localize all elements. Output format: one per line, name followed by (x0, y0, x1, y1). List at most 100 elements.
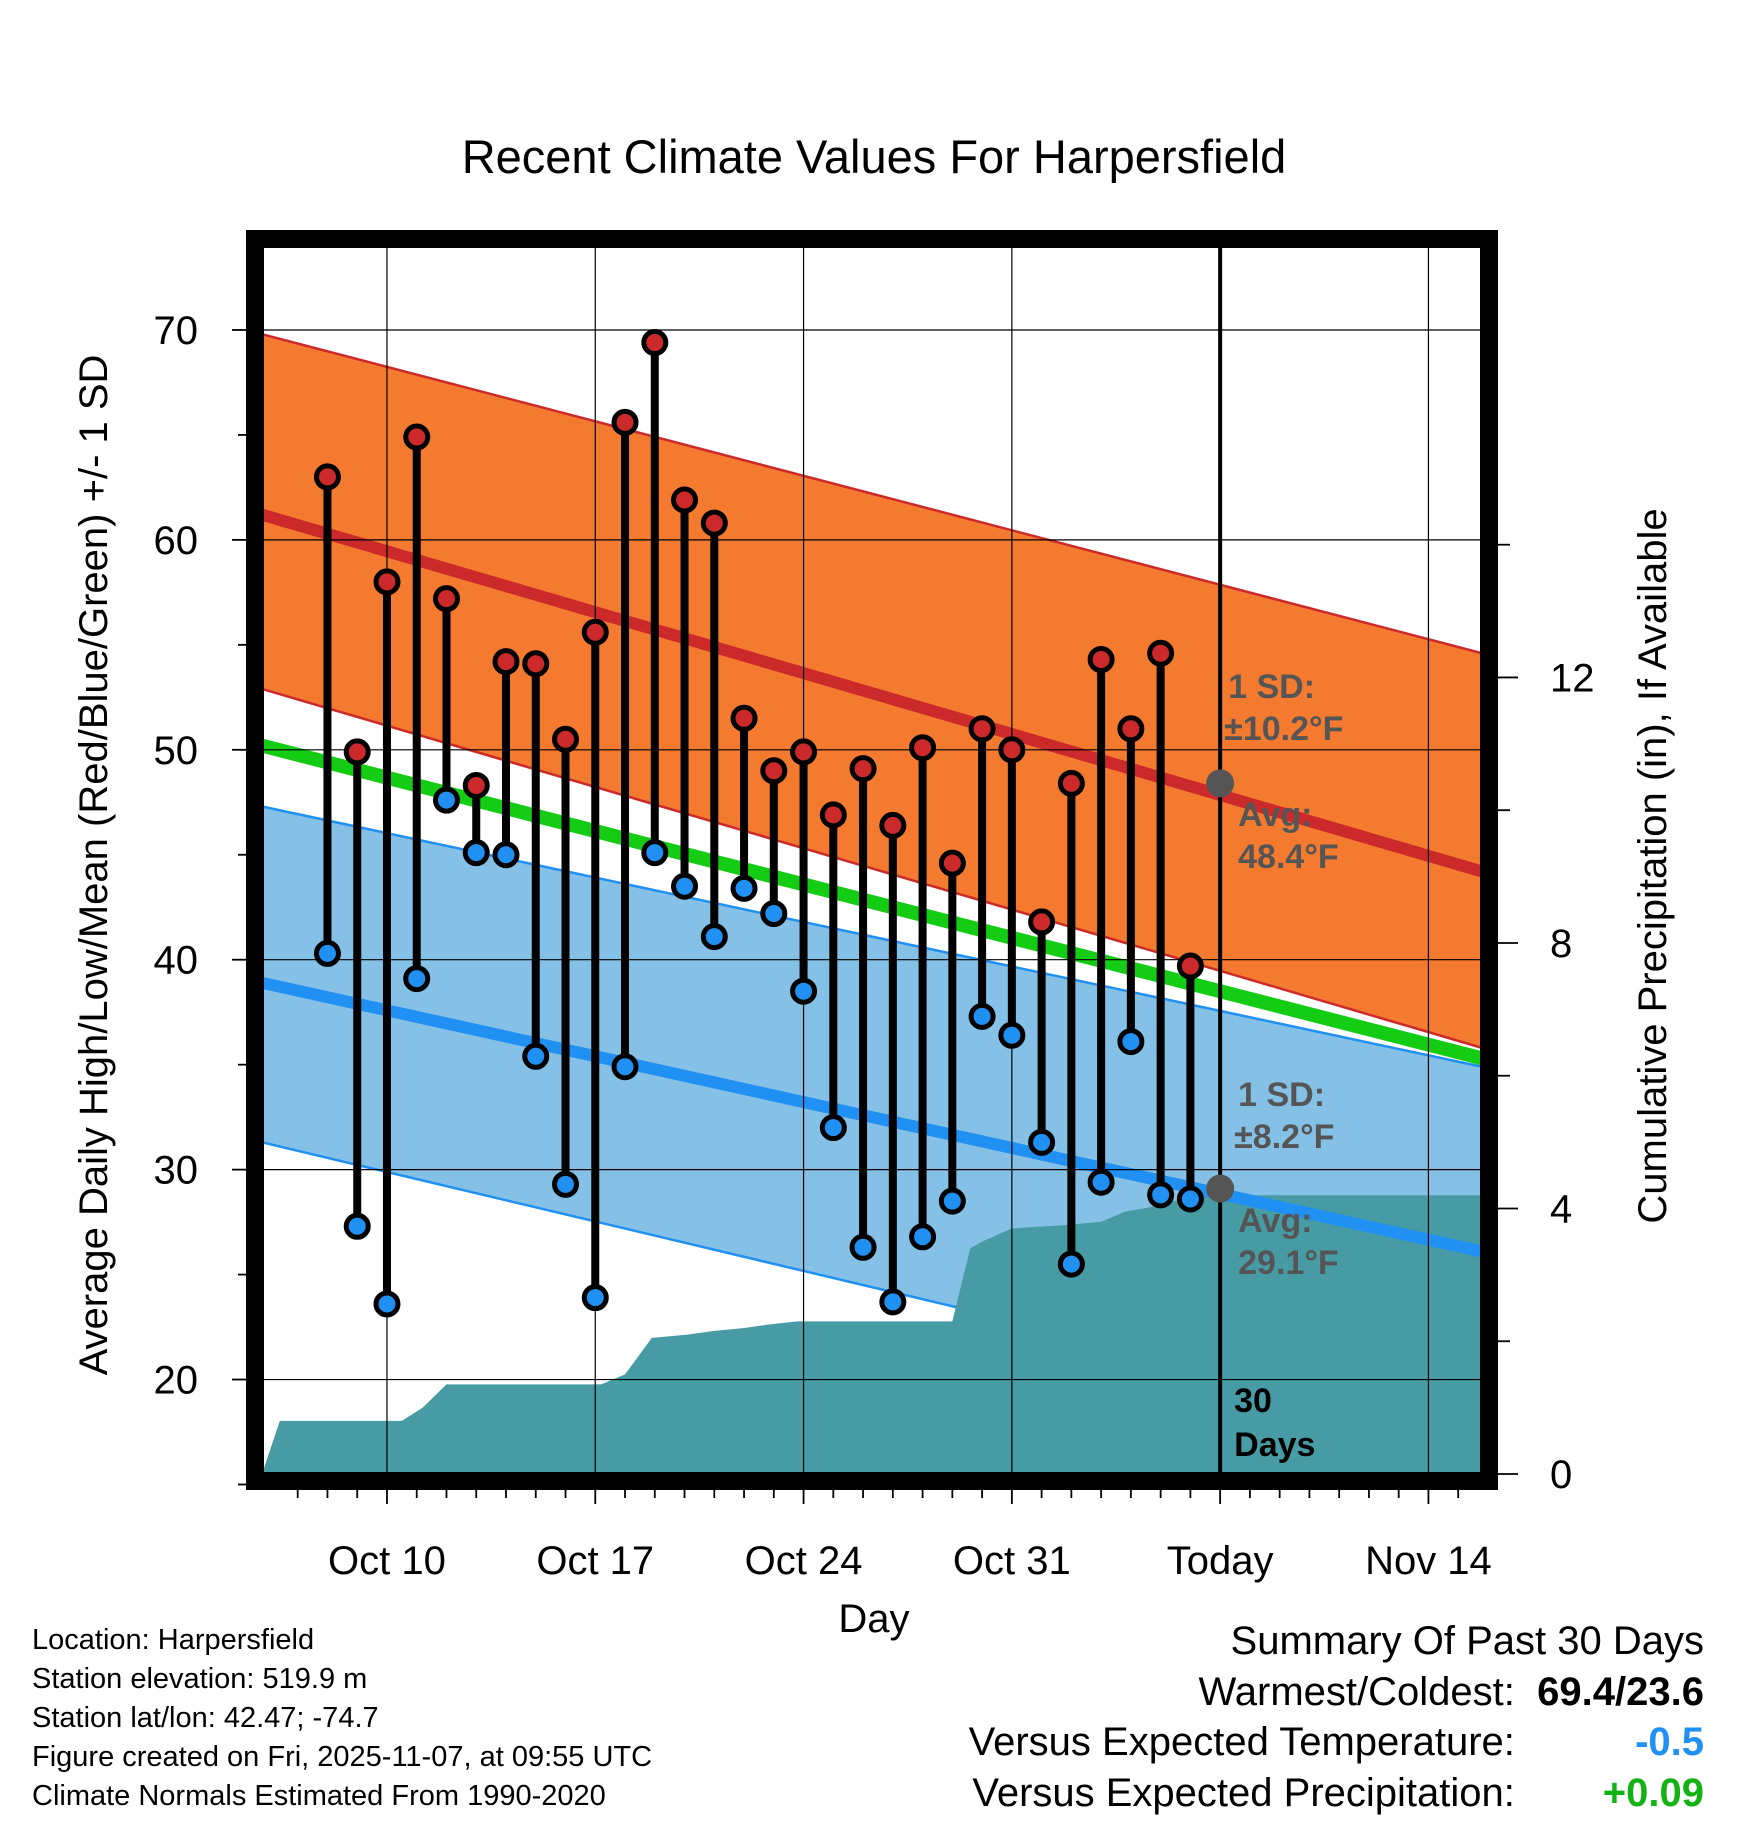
low-point (819, 1114, 847, 1142)
plot-frame (246, 230, 1498, 1490)
summary-warmest-label: Warmest/Coldest: (1198, 1670, 1515, 1714)
window-label-number: 30 (1234, 1382, 1272, 1420)
footer-normals: Climate Normals Estimated From 1990-2020 (32, 1780, 606, 1812)
high-point (522, 650, 550, 678)
low-point (879, 1288, 907, 1316)
left-tick-label: 30 (154, 1149, 199, 1193)
low-point (700, 923, 728, 951)
footer-created: Figure created on Fri, 2025-11-07, at 09… (32, 1741, 653, 1773)
right-tick-label: 0 (1550, 1453, 1572, 1497)
high-point (1147, 639, 1175, 667)
low-point (968, 1002, 996, 1030)
left-tick-label: 40 (154, 939, 199, 983)
low-point (1087, 1168, 1115, 1196)
low-avg-today-marker (1206, 1174, 1235, 1203)
x-tick-label: Today (1167, 1539, 1274, 1583)
low-point (730, 874, 758, 902)
low-avg-label: Avg: (1238, 1202, 1312, 1240)
high-point (700, 509, 728, 537)
right-tick-label: 4 (1550, 1187, 1572, 1231)
low-point (343, 1212, 371, 1240)
high-avg-label: Avg: (1238, 796, 1312, 834)
high-point (492, 648, 520, 676)
high-point (730, 704, 758, 732)
summary-precip-value: +0.09 (1602, 1771, 1704, 1815)
high-sd-label: 1 SD: (1228, 668, 1315, 706)
low-sd-value: ±8.2°F (1234, 1118, 1334, 1156)
summary-temp-row: Versus Expected Temperature: -0.5 (969, 1722, 1704, 1762)
low-point (581, 1284, 609, 1312)
high-point (819, 801, 847, 829)
low-point (790, 977, 818, 1005)
high-point (790, 738, 818, 766)
x-tick-label: Oct 10 (328, 1539, 446, 1583)
low-point (760, 900, 788, 928)
footer-location: Location: Harpersfield (32, 1624, 315, 1656)
summary-temp-label: Versus Expected Temperature: (968, 1720, 1515, 1764)
high-point (1176, 952, 1204, 980)
high-sd-band-lower-edge (261, 687, 1483, 1050)
low-point (909, 1223, 937, 1251)
high-point (968, 715, 996, 743)
low-point (373, 1290, 401, 1318)
high-point (879, 811, 907, 839)
low-point (1176, 1185, 1204, 1213)
y-axis-title-right: Cumulative Precipitation (in), If Availa… (1631, 508, 1675, 1223)
low-avg-value: 29.1°F (1238, 1244, 1339, 1282)
high-point (581, 618, 609, 646)
high-avg-today-marker (1206, 769, 1235, 798)
high-point (552, 725, 580, 753)
footer-elevation: Station elevation: 519.9 m (32, 1663, 368, 1695)
x-tick-label: Oct 24 (745, 1539, 863, 1583)
high-point (432, 585, 460, 613)
summary-precip-label: Versus Expected Precipitation: (972, 1771, 1515, 1815)
low-point (641, 839, 669, 867)
high-sd-band-upper-edge (261, 332, 1483, 655)
low-point (849, 1233, 877, 1261)
low-sd-label: 1 SD: (1238, 1076, 1325, 1114)
high-point (611, 408, 639, 436)
chart-title: Recent Climate Values For Harpersfield (462, 130, 1287, 183)
window-label-days: Days (1234, 1426, 1315, 1464)
low-point (611, 1053, 639, 1081)
high-point (1057, 769, 1085, 797)
summary-warmest-row: Warmest/Coldest: 69.4/23.6 (1199, 1672, 1705, 1712)
high-point (462, 771, 490, 799)
low-point (1117, 1028, 1145, 1056)
high-point (1117, 715, 1145, 743)
low-point (492, 841, 520, 869)
summary-title: Summary Of Past 30 Days (1230, 1619, 1704, 1663)
left-tick-label: 20 (154, 1359, 199, 1403)
low-normal-line (260, 976, 1484, 1258)
left-tick-label: 50 (154, 729, 199, 773)
y-axis-title-left: Average Daily High/Low/Mean (Red/Blue/Gr… (72, 355, 116, 1376)
high-point (1087, 646, 1115, 674)
high-point (998, 736, 1026, 764)
high-point (909, 734, 937, 762)
x-tick-label: Nov 14 (1365, 1539, 1492, 1583)
left-tick-label: 70 (154, 309, 199, 353)
low-point (938, 1187, 966, 1215)
left-tick-label: 60 (154, 519, 199, 563)
high-avg-value: 48.4°F (1238, 838, 1339, 876)
high-point (671, 486, 699, 514)
footer-latlon: Station lat/lon: 42.47; -74.7 (32, 1702, 379, 1734)
high-point (760, 757, 788, 785)
high-point (938, 849, 966, 877)
low-point (1057, 1250, 1085, 1278)
low-point (1028, 1128, 1056, 1156)
high-normal-line (260, 508, 1484, 878)
low-point (998, 1021, 1026, 1049)
x-tick-label: Oct 17 (536, 1539, 654, 1583)
high-point (849, 755, 877, 783)
right-tick-label: 8 (1550, 922, 1572, 966)
mean-normal-line (260, 738, 1484, 1066)
high-point (313, 463, 341, 491)
high-point (403, 423, 431, 451)
low-point (522, 1042, 550, 1070)
summary-warmest-value: 69.4/23.6 (1537, 1670, 1704, 1714)
high-point (641, 329, 669, 357)
x-axis-title: Day (838, 1597, 909, 1641)
x-tick-label: Oct 31 (953, 1539, 1071, 1583)
